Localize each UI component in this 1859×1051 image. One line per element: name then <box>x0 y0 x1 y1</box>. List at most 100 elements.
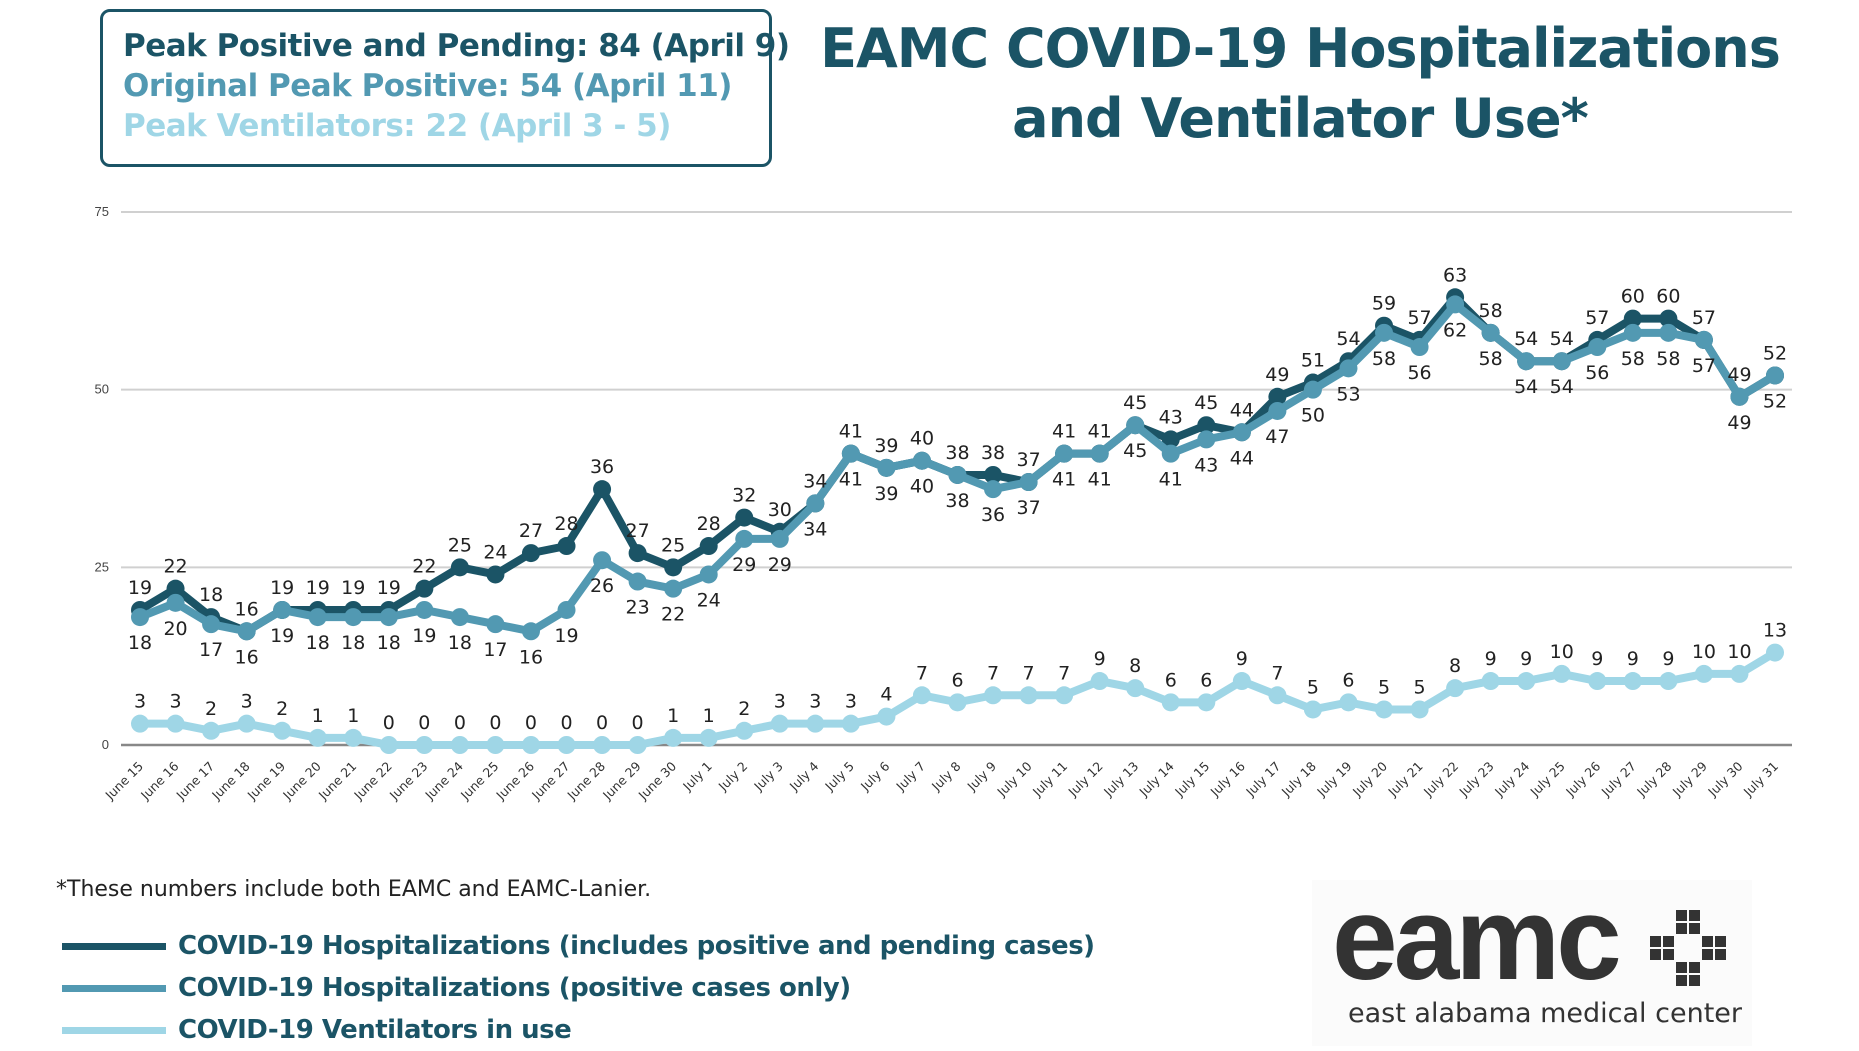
data-point <box>1730 664 1749 683</box>
data-point <box>1659 323 1678 342</box>
data-label: 7 <box>916 662 928 684</box>
logo-wordmark: eamc <box>1332 873 1622 1005</box>
data-label: 3 <box>134 691 146 713</box>
data-label: 17 <box>483 639 507 661</box>
data-point <box>770 714 789 733</box>
data-point <box>557 736 576 754</box>
data-label: 9 <box>1094 648 1106 670</box>
data-label: 0 <box>596 712 608 734</box>
data-label: 18 <box>377 632 401 654</box>
data-point <box>1659 309 1678 328</box>
data-label: 39 <box>874 483 898 505</box>
data-label: 7 <box>1023 662 1035 684</box>
x-tick-label: July 27 <box>1598 759 1639 800</box>
data-label: 54 <box>1514 376 1538 398</box>
data-label: 54 <box>1336 328 1360 350</box>
data-point <box>1446 295 1465 314</box>
x-tick-label: July 11 <box>1029 759 1070 800</box>
data-label: 45 <box>1123 440 1147 462</box>
x-tick-label: June 18 <box>208 758 253 803</box>
data-point <box>1268 387 1287 406</box>
data-label: 39 <box>874 435 898 457</box>
legend-label: COVID-19 Hospitalizations (includes posi… <box>178 931 1095 961</box>
data-label: 34 <box>803 518 827 540</box>
data-point <box>699 728 718 747</box>
data-point <box>1019 473 1038 492</box>
x-tick-label: June 26 <box>492 758 537 803</box>
data-point <box>1232 672 1251 691</box>
data-point <box>166 579 185 598</box>
chart-title-line2: and Ventilator Use* <box>1012 87 1589 150</box>
x-tick-label: June 30 <box>635 758 680 803</box>
data-point <box>1694 330 1713 349</box>
x-tick-label: July 10 <box>993 758 1034 799</box>
data-point <box>557 600 576 619</box>
x-tick-label: July 22 <box>1420 759 1461 800</box>
data-point <box>1197 693 1216 712</box>
data-point <box>664 558 683 577</box>
x-tick-label: July 8 <box>928 758 964 794</box>
data-label: 29 <box>732 554 756 576</box>
data-label: 54 <box>1550 328 1574 350</box>
data-label: 53 <box>1336 383 1360 405</box>
x-tick-label: July 3 <box>750 759 786 795</box>
data-label: 6 <box>1165 669 1177 691</box>
data-label: 0 <box>418 712 430 734</box>
data-label: 57 <box>1407 307 1431 329</box>
y-tick-label: 75 <box>95 204 109 219</box>
legend: COVID-19 Hospitalizations (includes posi… <box>62 925 1095 1051</box>
data-point <box>1268 401 1287 420</box>
data-point <box>1303 380 1322 399</box>
data-point <box>699 537 718 556</box>
data-point <box>912 451 931 470</box>
legend-item-ventilators: COVID-19 Ventilators in use <box>62 1009 1095 1051</box>
data-label: 51 <box>1301 350 1325 372</box>
data-point <box>664 728 683 747</box>
data-point <box>699 565 718 584</box>
data-label: 41 <box>839 421 863 443</box>
x-tick-label: June 23 <box>386 759 431 804</box>
x-tick-label: June 27 <box>528 759 573 804</box>
data-point <box>202 615 221 634</box>
data-label: 2 <box>738 698 750 720</box>
data-label: 20 <box>163 618 187 640</box>
legend-swatch <box>62 1026 166 1034</box>
y-tick-label: 50 <box>95 382 109 397</box>
x-tick-label: July 23 <box>1456 759 1497 800</box>
data-point <box>984 686 1003 705</box>
data-label: 29 <box>768 554 792 576</box>
data-label: 1 <box>347 705 359 727</box>
data-point <box>593 736 612 754</box>
data-point <box>166 714 185 733</box>
data-label: 18 <box>341 632 365 654</box>
data-point <box>1552 664 1571 683</box>
legend-label: COVID-19 Ventilators in use <box>178 1015 572 1045</box>
data-point <box>806 494 825 513</box>
data-point <box>1659 672 1678 691</box>
data-label: 27 <box>626 520 650 542</box>
data-label: 56 <box>1585 362 1609 384</box>
data-point <box>166 593 185 612</box>
data-point <box>273 721 292 740</box>
data-point <box>1552 352 1571 371</box>
data-point <box>557 537 576 556</box>
data-label: 18 <box>199 584 223 606</box>
data-label: 44 <box>1230 447 1254 469</box>
x-tick-label: July 7 <box>892 759 928 795</box>
data-label: 23 <box>626 597 650 619</box>
data-point <box>735 721 754 740</box>
data-label: 40 <box>910 428 934 450</box>
data-label: 1 <box>667 705 679 727</box>
x-tick-label: June 20 <box>279 758 324 803</box>
data-label: 45 <box>1194 392 1218 414</box>
data-label: 9 <box>1627 648 1639 670</box>
data-label: 41 <box>1088 469 1112 491</box>
data-label: 10 <box>1692 641 1716 663</box>
data-point <box>1126 416 1145 435</box>
data-label: 56 <box>1407 362 1431 384</box>
data-label: 26 <box>590 575 614 597</box>
data-label: 50 <box>1301 405 1325 427</box>
data-point <box>593 480 612 499</box>
data-point <box>984 465 1003 484</box>
